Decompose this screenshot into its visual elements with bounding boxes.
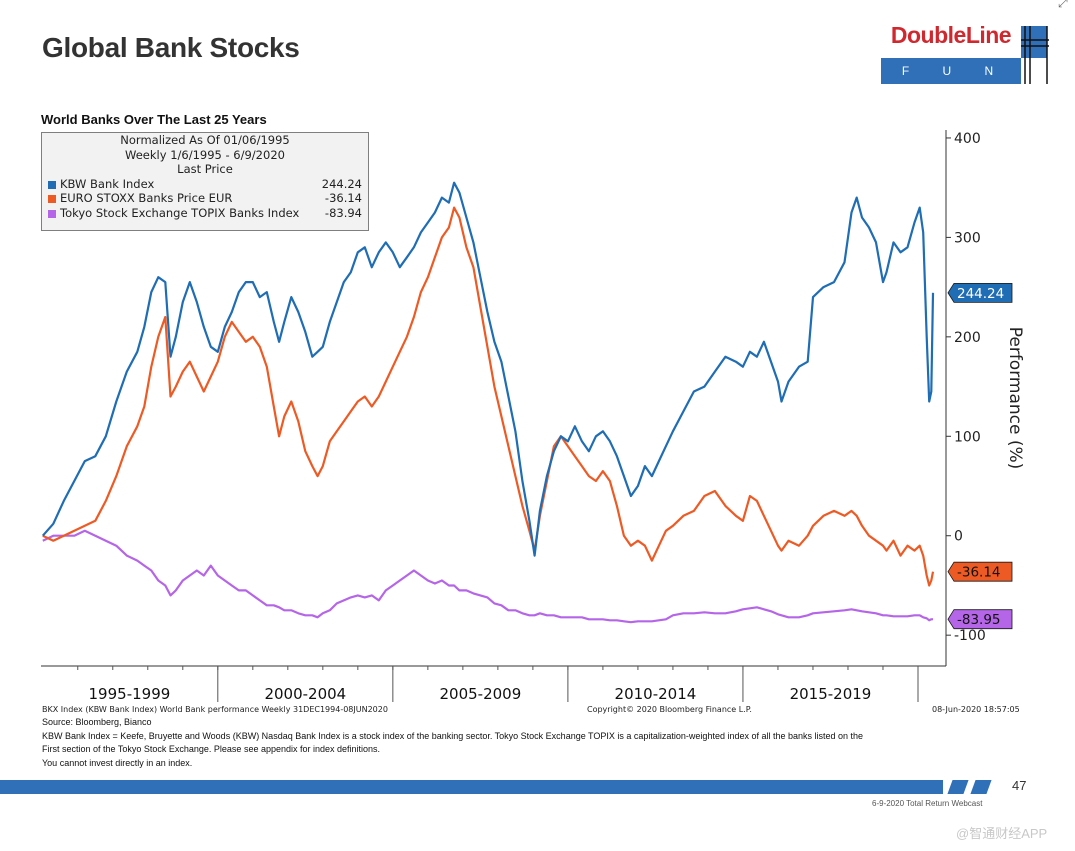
legend-value-kbw: 244.24	[321, 176, 362, 191]
chart-copyright: Copyright© 2020 Bloomberg Finance L.P.	[587, 705, 752, 714]
legend-label-kbw: KBW Bank Index	[60, 176, 155, 191]
series-line-kbw	[41, 181, 935, 557]
legend-row-topix: Tokyo Stock Exchange TOPIX Banks Index -…	[42, 206, 368, 221]
disclaimer-note: You cannot invest directly in an index.	[42, 758, 193, 768]
chart-source-line: BKX Index (KBW Bank Index) World Bank pe…	[42, 705, 388, 714]
x-period-label: 2010-2014	[615, 685, 697, 703]
chart-timestamp: 08-Jun-2020 18:57:05	[932, 705, 1020, 714]
resize-handle-icon: ⤢	[1058, 0, 1068, 10]
last-value-tag-topix: -83.95	[947, 609, 1013, 630]
series-line-eurostoxx	[42, 206, 935, 587]
legend-value-eurostoxx: -36.14	[324, 191, 362, 205]
footer-bar	[0, 780, 943, 794]
doubleline-logo: DoubleLine F U N D S	[881, 22, 1051, 104]
legend-header-period: Weekly 1/6/1995 - 6/9/2020	[125, 147, 285, 162]
last-value-tag-kbw: 244.24	[947, 282, 1013, 303]
legend-value-topix: -83.94	[324, 205, 362, 220]
y-tick-label: 400	[954, 131, 981, 147]
x-period-label: 2015-2019	[790, 685, 872, 703]
page-title: Global Bank Stocks	[42, 32, 300, 63]
y-tick-label: 0	[954, 529, 963, 545]
x-period-label: 1995-1999	[89, 685, 171, 703]
y-tick-label: 200	[954, 330, 981, 346]
series-line-topix	[42, 529, 934, 624]
last-value-text: 244.24	[957, 286, 1004, 302]
webcast-label: 6-9-2020 Total Return Webcast	[872, 799, 983, 808]
last-value-tag-eurostoxx: -36.14	[947, 561, 1013, 582]
legend-label-eurostoxx: EURO STOXX Banks Price EUR	[60, 191, 233, 205]
last-value-text: -36.14	[957, 565, 1001, 581]
definition-note-1: KBW Bank Index = Keefe, Bruyette and Woo…	[42, 731, 864, 741]
legend-header-normalized: Normalized As Of 01/06/1995	[120, 133, 290, 147]
chart-series-group	[41, 181, 935, 624]
chart-axes: 400 300 200 100 0 -100 1995-1999 2000-2004 2005-…	[41, 130, 986, 703]
slide-number: 47	[1012, 778, 1027, 793]
definition-note-2: First section of the Tokyo Stock Exchang…	[42, 744, 381, 754]
logo-funds-text: F U N D S	[881, 58, 1021, 104]
chart-legend: Normalized As Of 01/06/1995 Weekly 1/6/1…	[41, 132, 369, 231]
x-period-label: 2000-2004	[264, 685, 346, 703]
y-tick-label: 100	[954, 429, 981, 445]
y-axis-label: Performance (%)	[1005, 327, 1025, 470]
y-tick-label: 300	[954, 230, 981, 246]
logo-mark-icon	[1021, 26, 1049, 84]
chart-title: World Banks Over The Last 25 Years	[41, 112, 267, 127]
chart-value-tags: 244.24 -36.14 -83.95	[947, 282, 1013, 630]
legend-label-topix: Tokyo Stock Exchange TOPIX Banks Index	[60, 205, 300, 220]
legend-swatch-eurostoxx	[48, 195, 56, 203]
x-period-label: 2005-2009	[439, 685, 521, 703]
legend-row-eurostoxx: EURO STOXX Banks Price EUR -36.14	[42, 191, 368, 206]
legend-row-kbw: KBW Bank Index 244.24	[42, 177, 368, 192]
legend-swatch-kbw	[48, 180, 56, 189]
legend-header-last-price: Last Price	[177, 162, 233, 176]
logo-brand-text: DoubleLine	[890, 22, 1012, 48]
y-tick-label: -100	[954, 628, 986, 644]
legend-swatch-topix	[48, 209, 56, 218]
watermark: @智通财经APP	[956, 826, 1048, 841]
source-note: Source: Bloomberg, Bianco	[42, 717, 152, 727]
last-value-text: -83.95	[957, 612, 1001, 628]
